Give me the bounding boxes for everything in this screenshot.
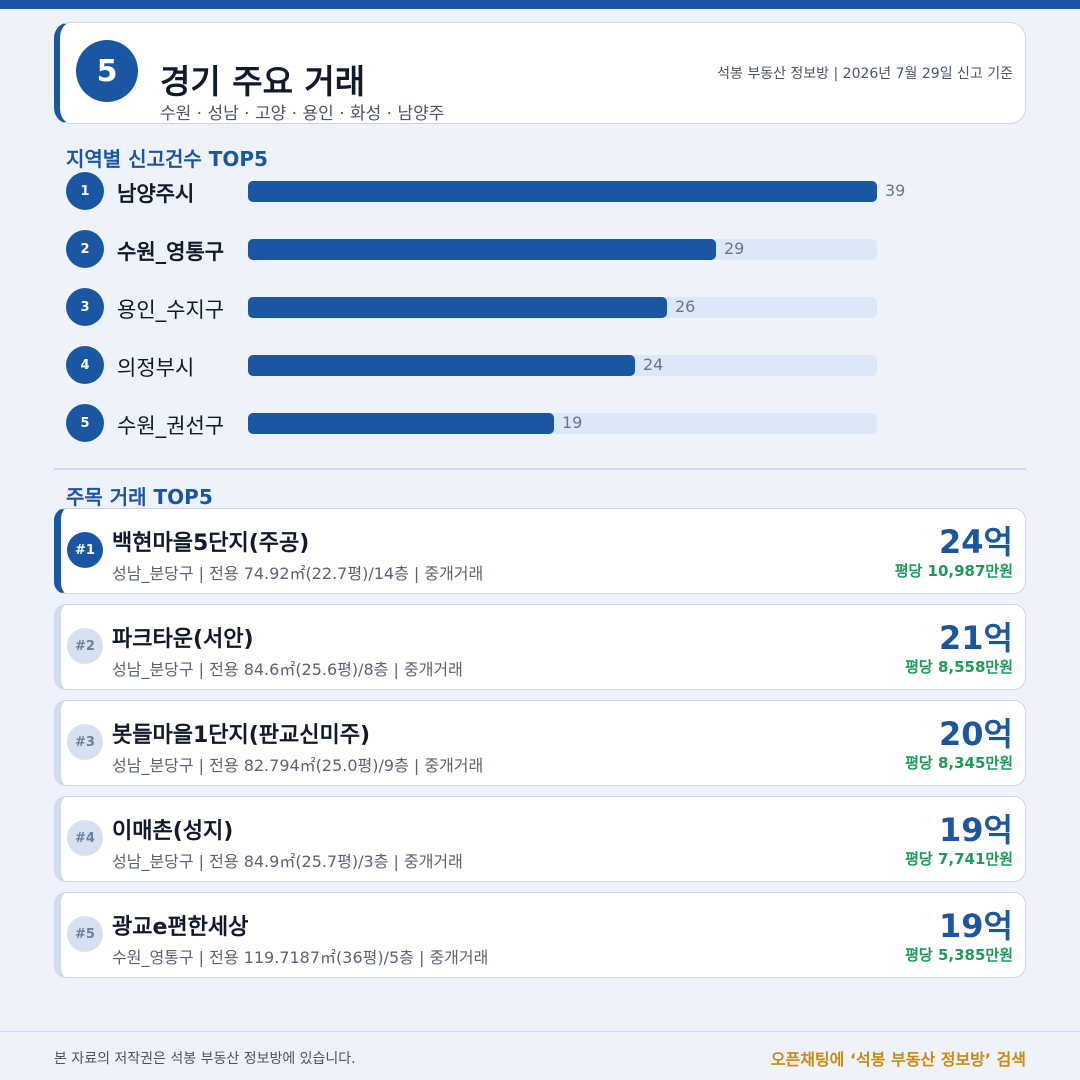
deal-info: 성남_분당구 | 전용 84.9㎡(25.7평)/3층 | 중개거래 [112, 852, 463, 871]
bar-value: 24 [643, 355, 664, 374]
deal-card: #2 파크타운(서안) 성남_분당구 | 전용 84.6㎡(25.6평)/8층 … [54, 604, 1026, 690]
deal-complex-name: 백현마을5단지(주공) [112, 531, 310, 556]
rank-row: 2 수원_영통구 29 [66, 230, 966, 270]
deal-complex-name: 광교e편한세상 [112, 915, 249, 940]
rank-row: 1 남양주시 39 [66, 172, 966, 212]
deals-section-title: 주목 거래 TOP5 [66, 485, 213, 509]
deal-complex-name: 이매촌(성지) [112, 819, 234, 844]
rank-badge: 2 [66, 230, 104, 268]
deal-info: 수원_영통구 | 전용 119.7187㎡(36평)/5층 | 중개거래 [112, 948, 489, 967]
deal-rank-badge: #5 [67, 916, 103, 952]
deal-info: 성남_분당구 | 전용 74.92㎡(22.7평)/14층 | 중개거래 [112, 564, 484, 583]
deal-info: 성남_분당구 | 전용 84.6㎡(25.6평)/8층 | 중개거래 [112, 660, 463, 679]
bar-fill [248, 413, 554, 434]
rank-row: 3 용인_수지구 26 [66, 288, 966, 328]
bar-track [248, 239, 877, 260]
deal-rank-badge: #4 [67, 820, 103, 856]
deal-info: 성남_분당구 | 전용 82.794㎡(25.0평)/9층 | 중개거래 [112, 756, 484, 775]
rank-row: 5 수원_권선구 19 [66, 404, 966, 444]
deal-price: 20억 [939, 715, 1013, 753]
rank-badge: 4 [66, 346, 104, 384]
deal-complex-name: 파크타운(서안) [112, 627, 254, 652]
rank-badge: 5 [66, 404, 104, 442]
deal-rank-badge: #1 [67, 532, 103, 568]
deal-price: 19억 [939, 907, 1013, 945]
page-number-badge: 5 [76, 40, 138, 102]
deal-rank-badge: #2 [67, 628, 103, 664]
bar-track [248, 355, 877, 376]
bar-fill [248, 239, 716, 260]
deal-price-per-pyeong: 평당 5,385만원 [905, 946, 1013, 964]
deal-price: 24억 [939, 523, 1013, 561]
rank-row: 4 의정부시 24 [66, 346, 966, 386]
rank-region-name: 용인_수지구 [117, 298, 225, 322]
deal-price: 21억 [939, 619, 1013, 657]
deal-card: #5 광교e편한세상 수원_영통구 | 전용 119.7187㎡(36평)/5층… [54, 892, 1026, 978]
bar-fill [248, 355, 635, 376]
bar-value: 26 [675, 297, 696, 316]
section-divider [54, 468, 1026, 470]
bar-value: 29 [724, 239, 745, 258]
deal-card: #4 이매촌(성지) 성남_분당구 | 전용 84.9㎡(25.7평)/3층 |… [54, 796, 1026, 882]
deal-card: #1 백현마을5단지(주공) 성남_분당구 | 전용 74.92㎡(22.7평)… [54, 508, 1026, 594]
header-card: 5 경기 주요 거래 수원 · 성남 · 고양 · 용인 · 화성 · 남양주 … [54, 22, 1026, 124]
bar-track [248, 181, 877, 202]
deal-rank-badge: #3 [67, 724, 103, 760]
bar-track [248, 297, 877, 318]
rank-badge: 3 [66, 288, 104, 326]
page-subtitle: 수원 · 성남 · 고양 · 용인 · 화성 · 남양주 [160, 104, 445, 124]
open-chat-cta: 오픈채팅에 ‘석봉 부동산 정보방’ 검색 [770, 1050, 1026, 1069]
page-title: 경기 주요 거래 [160, 62, 366, 101]
bar-fill [248, 181, 877, 202]
bar-fill [248, 297, 667, 318]
deal-price: 19억 [939, 811, 1013, 849]
source-label: 석봉 부동산 정보방 | 2026년 7월 29일 신고 기준 [717, 66, 1013, 82]
bar-value: 19 [562, 413, 583, 432]
rank-region-name: 의정부시 [117, 356, 195, 380]
bar-track [248, 413, 877, 434]
deal-card: #3 봇들마을1단지(판교신미주) 성남_분당구 | 전용 82.794㎡(25… [54, 700, 1026, 786]
rank-region-name: 수원_영통구 [117, 240, 225, 264]
ranking-section-title: 지역별 신고건수 TOP5 [66, 147, 268, 171]
rank-region-name: 수원_권선구 [117, 414, 225, 438]
rank-region-name: 남양주시 [117, 182, 195, 206]
deal-price-per-pyeong: 평당 7,741만원 [905, 850, 1013, 868]
deal-complex-name: 봇들마을1단지(판교신미주) [112, 723, 371, 748]
top-accent-bar [0, 0, 1080, 9]
footer-divider [0, 1031, 1080, 1032]
deal-price-per-pyeong: 평당 10,987만원 [894, 562, 1013, 580]
deal-price-per-pyeong: 평당 8,558만원 [905, 658, 1013, 676]
rank-badge: 1 [66, 172, 104, 210]
deal-price-per-pyeong: 평당 8,345만원 [905, 754, 1013, 772]
bar-value: 39 [885, 181, 906, 200]
copyright-notice: 본 자료의 저작권은 석봉 부동산 정보방에 있습니다. [54, 1051, 356, 1067]
